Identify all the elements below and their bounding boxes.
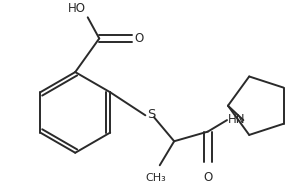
Text: O: O [135, 32, 144, 45]
Text: CH₃: CH₃ [146, 173, 166, 183]
Text: HO: HO [68, 2, 86, 15]
Text: HN: HN [228, 113, 245, 126]
Text: O: O [203, 171, 213, 184]
Text: S: S [147, 108, 156, 121]
